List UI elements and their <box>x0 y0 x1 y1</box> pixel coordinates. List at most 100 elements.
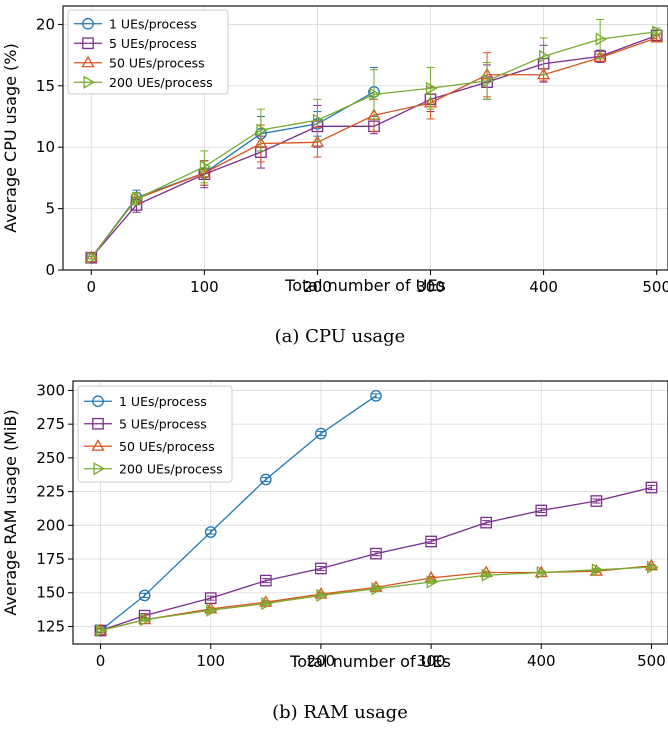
data-point <box>204 526 217 538</box>
plot-frame <box>72 380 668 645</box>
legend-frame <box>77 385 233 483</box>
y-tick-label: 150 <box>36 584 65 602</box>
data-point <box>316 588 328 603</box>
data-point <box>426 575 439 589</box>
data-point <box>261 596 273 611</box>
data-point <box>370 547 382 560</box>
y-tick-label: 200 <box>36 516 65 534</box>
x-axis-label: Total number of UEs <box>284 276 446 295</box>
data-point <box>138 589 151 602</box>
x-tick-label: 0 <box>96 652 106 670</box>
series-line <box>100 566 652 632</box>
data-point <box>206 603 218 617</box>
data-point <box>539 49 551 63</box>
data-point <box>590 495 603 507</box>
data-point <box>652 25 664 39</box>
data-point <box>131 192 144 206</box>
legend-label: 50 UEs/process <box>109 55 205 70</box>
plot-frame <box>62 5 668 271</box>
y-tick-label: 300 <box>36 381 65 399</box>
data-point <box>425 535 437 548</box>
x-tick-label: 400 <box>527 652 556 670</box>
legend-marker <box>92 395 104 408</box>
data-point <box>256 123 268 137</box>
panel-caption: (a) CPU usage <box>275 326 406 347</box>
y-axis-label: Average CPU usage (%) <box>1 43 20 232</box>
x-tick-label: 100 <box>196 652 225 670</box>
series-line <box>100 565 652 632</box>
data-point <box>425 81 438 95</box>
y-tick-label: 15 <box>36 77 55 95</box>
legend-marker <box>82 37 94 50</box>
y-tick-label: 275 <box>36 415 65 433</box>
data-point <box>315 427 327 440</box>
x-axis-label: Total number of UEs <box>289 652 451 671</box>
series-3 <box>86 19 664 265</box>
data-point <box>86 251 99 265</box>
data-point <box>595 32 608 46</box>
legend-marker <box>81 55 95 68</box>
series-1 <box>94 481 658 637</box>
data-point <box>591 563 604 577</box>
data-point <box>480 516 493 529</box>
data-point <box>370 389 382 402</box>
data-point <box>369 87 382 101</box>
x-tick-label: 300 <box>417 652 446 670</box>
legend-marker <box>91 439 105 451</box>
legend-marker <box>93 462 106 476</box>
x-tick-label: 300 <box>416 278 445 296</box>
legend-marker <box>92 417 104 430</box>
x-tick-label: 100 <box>190 278 219 296</box>
data-point <box>259 473 272 486</box>
legend: 1 UEs/process 5 UEs/process 50 UEs/process… <box>77 385 233 483</box>
y-tick-label: 20 <box>36 15 55 33</box>
data-point <box>535 504 548 517</box>
data-point <box>645 481 658 494</box>
x-tick-label: 500 <box>642 278 668 296</box>
y-tick-label: 250 <box>36 449 65 467</box>
y-tick-label: 5 <box>45 200 55 218</box>
data-point <box>593 50 607 63</box>
data-point <box>259 574 272 587</box>
data-point <box>315 562 327 575</box>
series-line <box>100 395 377 632</box>
series-0 <box>85 66 380 264</box>
legend: 1 UEs/process 5 UEs/process 50 UEs/process… <box>67 9 229 95</box>
data-point <box>646 560 659 574</box>
data-point <box>536 565 549 580</box>
y-tick-label: 10 <box>36 138 55 156</box>
chart-panel-1: 0 100 200 300 400 500 125 150 175 200 225 250 275 300… <box>1 380 668 723</box>
data-point <box>199 160 212 174</box>
x-tick-label: 400 <box>529 278 558 296</box>
y-tick-label: 0 <box>45 261 55 279</box>
x-tick-label: 0 <box>86 278 96 296</box>
data-point <box>481 568 494 582</box>
data-point <box>537 67 551 80</box>
data-point <box>140 613 152 627</box>
series-0 <box>94 389 382 637</box>
legend-frame <box>67 9 229 95</box>
legend-label: 5 UEs/process <box>109 36 197 51</box>
y-tick-label: 175 <box>36 550 65 568</box>
legend-label: 200 UEs/process <box>109 75 213 90</box>
y-tick-label: 125 <box>36 617 65 635</box>
legend-marker <box>82 17 94 30</box>
panel-caption: (b) RAM usage <box>272 702 408 723</box>
y-axis-label: Average RAM usage (MiB) <box>1 409 20 615</box>
y-tick-label: 225 <box>36 483 65 501</box>
series-line <box>90 91 375 259</box>
legend-label: 1 UEs/process <box>109 16 197 31</box>
legend-marker <box>83 75 96 89</box>
x-tick-label: 200 <box>303 278 332 296</box>
chart-panel-0: 0 100 200 300 400 500 0 5 10 15 20 Total number of … <box>1 5 668 347</box>
data-point <box>95 623 108 638</box>
data-point <box>371 582 384 596</box>
data-point <box>482 74 495 88</box>
x-tick-label: 200 <box>307 652 336 670</box>
legend-label: 5 UEs/process <box>119 416 207 431</box>
data-point <box>312 113 325 127</box>
x-tick-label: 500 <box>637 652 666 670</box>
legend-label: 200 UEs/process <box>119 461 223 476</box>
series-3 <box>95 560 659 638</box>
